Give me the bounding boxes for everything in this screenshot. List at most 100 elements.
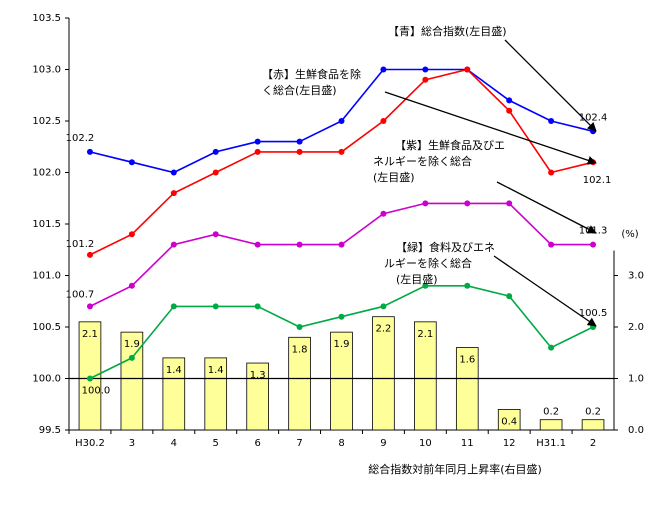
annotation: 【緑】食料及びエネ	[396, 240, 495, 254]
series-point	[296, 138, 303, 145]
series-point	[464, 282, 471, 289]
annotation: 【青】総合指数(左目盛)	[388, 24, 507, 38]
series-point	[170, 241, 177, 248]
y-tick-label: 100.5	[32, 322, 61, 333]
series-point	[254, 303, 261, 310]
series-point	[548, 344, 555, 351]
x-tick-label: 12	[503, 438, 516, 449]
series-point	[212, 231, 219, 238]
series-point	[86, 375, 93, 382]
series-point	[212, 148, 219, 155]
bar-value-label: 0.4	[501, 416, 517, 427]
series-point	[590, 128, 597, 135]
series-point	[422, 200, 429, 207]
series-point	[128, 231, 135, 238]
series-point	[506, 97, 513, 104]
series-point	[254, 148, 261, 155]
bar-value-label: 2.1	[82, 329, 98, 340]
x-tick-label: 7	[296, 438, 302, 449]
x-axis-title: 総合指数対前年同月上昇率(右目盛)	[368, 462, 542, 476]
point-value-label: 100.7	[66, 289, 95, 300]
annotation-arrow	[493, 255, 597, 327]
series-line	[89, 68, 594, 256]
y-tick-label: 100.0	[32, 374, 61, 385]
series-point	[170, 190, 177, 197]
x-tick-label: H31.1	[536, 438, 566, 449]
series-point	[296, 148, 303, 155]
point-value-label: 102.1	[583, 175, 612, 186]
series-point	[422, 282, 429, 289]
series-point	[338, 148, 345, 155]
y2-unit: (%)	[621, 229, 638, 240]
x-tick-label: 5	[213, 438, 219, 449]
bar-value-label: 1.9	[334, 339, 350, 350]
series-point	[212, 169, 219, 176]
bar	[455, 347, 479, 431]
x-tick-label: 4	[171, 438, 177, 449]
bar-value-label: 1.4	[166, 365, 182, 376]
x-tick-label: 8	[338, 438, 344, 449]
bar-value-label: 1.6	[459, 355, 475, 366]
series-point	[464, 66, 471, 73]
bar-value-label: 2.2	[375, 324, 391, 335]
series-point	[422, 76, 429, 83]
x-tick-label: 2	[590, 438, 596, 449]
point-value-label: 102.4	[579, 112, 608, 123]
series-point	[86, 303, 93, 310]
x-tick-label: 10	[419, 438, 432, 449]
annotation: (左目盛)	[396, 272, 438, 286]
point-value-label: 102.2	[66, 133, 95, 144]
point-value-label: 100.0	[82, 386, 111, 397]
x-tick-label: H30.2	[75, 438, 105, 449]
y-tick-label: 101.5	[32, 219, 61, 230]
series-point	[380, 66, 387, 73]
annotation: (左目盛)	[373, 170, 415, 184]
series-point	[296, 241, 303, 248]
y-tick-label: 102.5	[32, 116, 61, 127]
series-point	[86, 148, 93, 155]
bar-value-label: 1.3	[250, 370, 266, 381]
series-point	[338, 118, 345, 124]
series-point	[338, 241, 345, 248]
series-point	[548, 118, 555, 124]
bar-value-label: 0.2	[585, 407, 601, 418]
x-tick-label: 3	[129, 438, 135, 449]
bar	[288, 336, 311, 431]
bar-value-label: 1.8	[292, 344, 308, 355]
bar-value-label: 1.4	[208, 365, 224, 376]
bar-value-label: 1.9	[124, 339, 140, 350]
bar	[497, 408, 521, 431]
series-point	[128, 282, 135, 289]
y-tick-label: 102.0	[32, 168, 61, 179]
series-point	[506, 200, 513, 207]
annotation: ルギーを除く総合	[384, 256, 472, 270]
bar	[372, 316, 395, 431]
annotation-arrow	[384, 91, 597, 165]
point-value-label: 101.2	[66, 239, 95, 250]
series-point	[296, 324, 303, 330]
x-tick-label: 9	[380, 438, 386, 449]
y-tick-label: 101.0	[32, 271, 61, 282]
series-point	[548, 169, 555, 176]
bar	[414, 321, 437, 431]
annotation-arrow	[496, 181, 597, 234]
series-point	[422, 66, 429, 73]
y2-tick-label: 3.0	[628, 271, 644, 282]
series-point	[506, 293, 513, 300]
y-tick-label: 99.5	[39, 425, 61, 436]
series-point	[170, 169, 177, 176]
series-point	[380, 210, 387, 217]
bar	[330, 331, 353, 431]
series-point	[254, 241, 261, 248]
annotation: 【紫】生鮮食品及びエ	[395, 138, 505, 152]
annotation-arrow	[504, 39, 597, 132]
bar	[120, 331, 144, 431]
annotation: く総合(左目盛)	[262, 83, 337, 97]
x-tick-label: 6	[254, 438, 260, 449]
series-line	[89, 202, 594, 308]
series-point	[380, 303, 387, 310]
series-point	[128, 354, 135, 361]
annotation: ネルギーを除く総合	[373, 154, 472, 168]
y-tick-label: 103.0	[32, 65, 61, 76]
x-tick-label: 11	[461, 438, 474, 449]
